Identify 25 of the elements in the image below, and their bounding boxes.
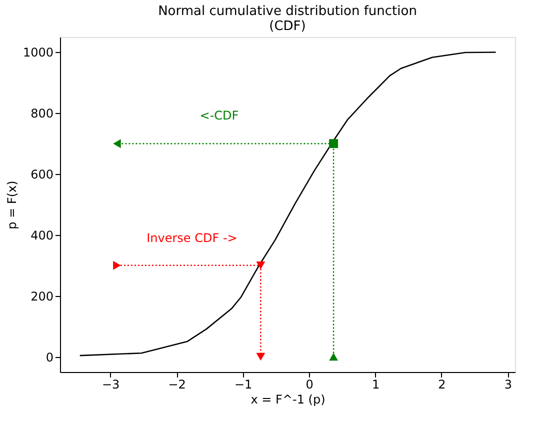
x-tick-label: 2 <box>438 378 446 392</box>
annotation: Inverse CDF -> <box>146 231 238 245</box>
x-tick-label: −2 <box>168 378 186 392</box>
x-tick-label: −1 <box>234 378 252 392</box>
point <box>113 260 121 270</box>
y-tick-label: 1000 <box>22 46 54 60</box>
y-tick-label: 800 <box>30 106 54 121</box>
y-axis-title: p = F(x) <box>4 180 19 230</box>
line-series <box>79 52 496 356</box>
y-tick-label: 400 <box>30 228 54 242</box>
point <box>256 262 266 270</box>
y-tick-label: 0 <box>46 350 54 364</box>
x-tick-label: 0 <box>306 378 314 392</box>
x-tick-label: −3 <box>102 378 120 392</box>
x-tick-label: 1 <box>372 378 380 392</box>
x-tick-label: 3 <box>504 378 512 392</box>
y-tick-label: 600 <box>30 168 54 182</box>
chart-title: Normal cumulative distribution function (CDF) <box>158 4 417 34</box>
point <box>113 139 121 148</box>
annotation: <-CDF <box>200 108 239 123</box>
x-axis-title: x = F^-1 (p) <box>250 392 326 406</box>
point <box>329 139 338 148</box>
point <box>256 352 266 361</box>
point <box>329 352 338 361</box>
y-tick-label: 200 <box>30 289 54 304</box>
